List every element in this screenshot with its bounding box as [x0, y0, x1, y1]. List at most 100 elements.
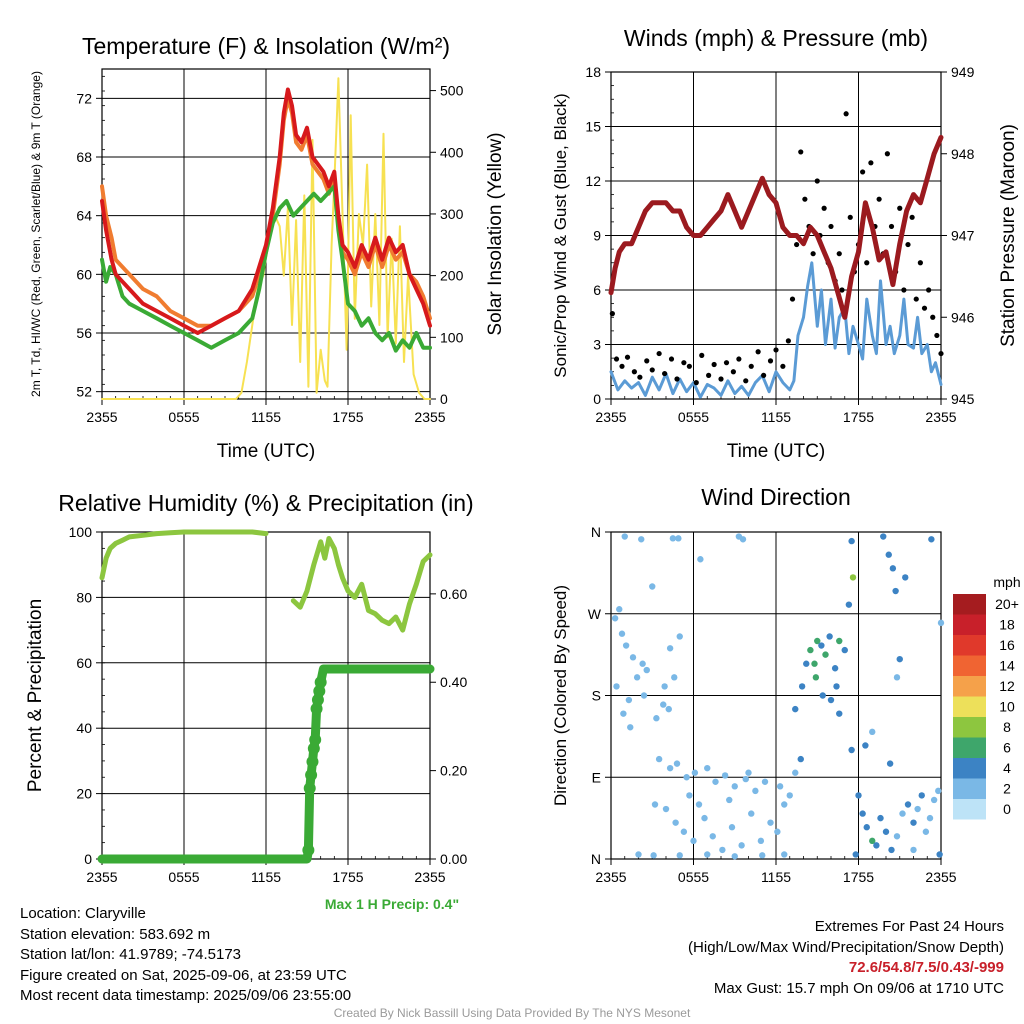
y-right-tick-label: 300: [440, 206, 464, 222]
y-tick-label: 60: [76, 655, 92, 671]
direction-point: [695, 801, 703, 808]
gust-point: [794, 241, 800, 248]
x-tick-label: 1155: [251, 869, 281, 885]
gust-point: [909, 214, 915, 220]
x-tick-label: 2355: [86, 869, 117, 885]
direction-point: [757, 837, 765, 845]
gust-point: [644, 358, 650, 364]
gust-point: [897, 205, 903, 211]
gust-point: [624, 354, 631, 360]
direction-point: [767, 819, 774, 826]
y-right-tick-label: 0.20: [440, 763, 467, 779]
colorbar-swatch: [953, 676, 986, 697]
chart-title: Temperature (F) & Insolation (W/m²): [82, 33, 450, 59]
direction-point: [841, 646, 848, 654]
y-right-tick-label: 200: [440, 268, 464, 284]
gust-point: [864, 260, 870, 266]
direction-point: [640, 692, 648, 699]
direction-point: [836, 710, 843, 717]
direction-point: [845, 601, 853, 608]
direction-point: [781, 801, 788, 808]
direction-point: [666, 645, 674, 652]
colorbar-level-label: 4: [1003, 760, 1011, 776]
colorbar-level-label: 6: [1003, 740, 1011, 756]
direction-point: [748, 810, 755, 817]
precip-point: [306, 755, 319, 768]
gust-point: [814, 178, 820, 184]
gust-point: [748, 363, 754, 369]
y-tick-label: 52: [76, 384, 92, 400]
gust-point: [718, 376, 724, 382]
gust-point: [839, 287, 845, 293]
gust-point: [821, 205, 827, 211]
y-tick-label: 80: [76, 589, 92, 605]
direction-point: [643, 666, 650, 674]
direction-point: [886, 760, 894, 767]
y-tick-label: 40: [76, 720, 92, 736]
gust-point: [780, 363, 786, 369]
gust-point: [860, 169, 866, 175]
direction-point: [673, 760, 681, 767]
gust-point: [868, 160, 874, 166]
extremes-subtitle: (High/Low/Max Wind/Precipitation/Snow De…: [688, 938, 1004, 956]
y-right-tick-label: 0.40: [440, 674, 467, 690]
gust-point: [810, 251, 816, 257]
gust-point: [905, 241, 911, 248]
colorbar-swatch: [953, 635, 986, 656]
direction-point: [709, 833, 716, 840]
gust-point: [723, 360, 730, 366]
gust-point: [706, 372, 712, 378]
x-axis-label: Time (UTC): [217, 441, 316, 462]
gust-point: [681, 360, 687, 366]
x-axis-label: Time (UTC): [727, 441, 826, 462]
y-right-tick-label: 948: [951, 146, 975, 162]
x-tick-label: 1755: [843, 409, 874, 425]
direction-point: [761, 778, 769, 785]
direction-point: [803, 660, 810, 667]
y-right-tick-label: 500: [440, 83, 464, 99]
colorbar-swatch: [953, 696, 986, 717]
direction-point: [910, 846, 917, 854]
x-tick-label: 0555: [678, 409, 709, 425]
y-right-tick-label: 100: [440, 329, 464, 345]
plot-frame: [610, 71, 942, 400]
direction-point: [611, 615, 619, 622]
direction-point: [731, 783, 738, 790]
direction-point: [686, 792, 693, 799]
direction-point: [918, 792, 925, 799]
gust-point: [938, 350, 944, 357]
direction-point: [738, 842, 745, 849]
direction-point: [704, 851, 711, 858]
chart-title: Wind Direction: [701, 484, 851, 510]
x-tick-label: 1755: [332, 869, 363, 885]
direction-point: [616, 606, 623, 613]
direction-point: [869, 837, 876, 845]
chart-panel-4: N E S W N 2355 0555 1155 1755 2355 Wind Direction D…: [551, 484, 1021, 885]
precip-point: [303, 782, 316, 795]
direction-point: [613, 683, 620, 690]
direction-point: [889, 565, 897, 572]
x-tick-label: 2355: [414, 869, 445, 885]
gust-point: [917, 260, 923, 266]
gust-point: [637, 374, 643, 380]
extremes-info: Extremes For Past 24 Hours (High/Low/Max…: [688, 917, 1004, 999]
precip-point: [313, 685, 326, 698]
precip-point: [314, 676, 327, 689]
direction-point: [880, 533, 887, 540]
direction-point: [873, 842, 880, 849]
direction-point: [936, 851, 943, 858]
gust-point: [743, 378, 749, 384]
y-tick-label: 60: [76, 266, 92, 282]
gust-point: [649, 367, 655, 373]
series-line-wind: [609, 261, 943, 399]
y-tick-label: 0: [593, 391, 601, 407]
gust-point: [619, 363, 625, 369]
gust-point: [761, 372, 767, 378]
y-axis-label-left: Direction (Colored By Speed): [551, 585, 570, 806]
series-line-2m-t: [100, 87, 432, 335]
created-text: Figure created on Sat, 2025-09-06, at 23…: [20, 966, 347, 984]
y-tick-label: 64: [76, 208, 92, 224]
elevation-text: Station elevation: 583.692 m: [20, 925, 211, 943]
y-tick-label: 9: [593, 228, 601, 244]
